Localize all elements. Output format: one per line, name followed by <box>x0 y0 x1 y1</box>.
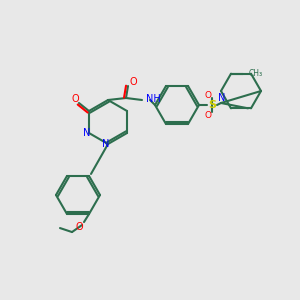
Text: O: O <box>129 77 137 87</box>
Text: N: N <box>102 139 110 149</box>
Text: CH₃: CH₃ <box>249 69 263 78</box>
Text: S: S <box>208 100 216 110</box>
Text: N: N <box>83 128 91 138</box>
Text: O: O <box>75 222 83 232</box>
Text: NH: NH <box>146 94 161 104</box>
Text: O: O <box>71 94 79 104</box>
Text: N: N <box>218 93 226 103</box>
Text: O: O <box>205 110 212 119</box>
Text: O: O <box>205 91 212 100</box>
